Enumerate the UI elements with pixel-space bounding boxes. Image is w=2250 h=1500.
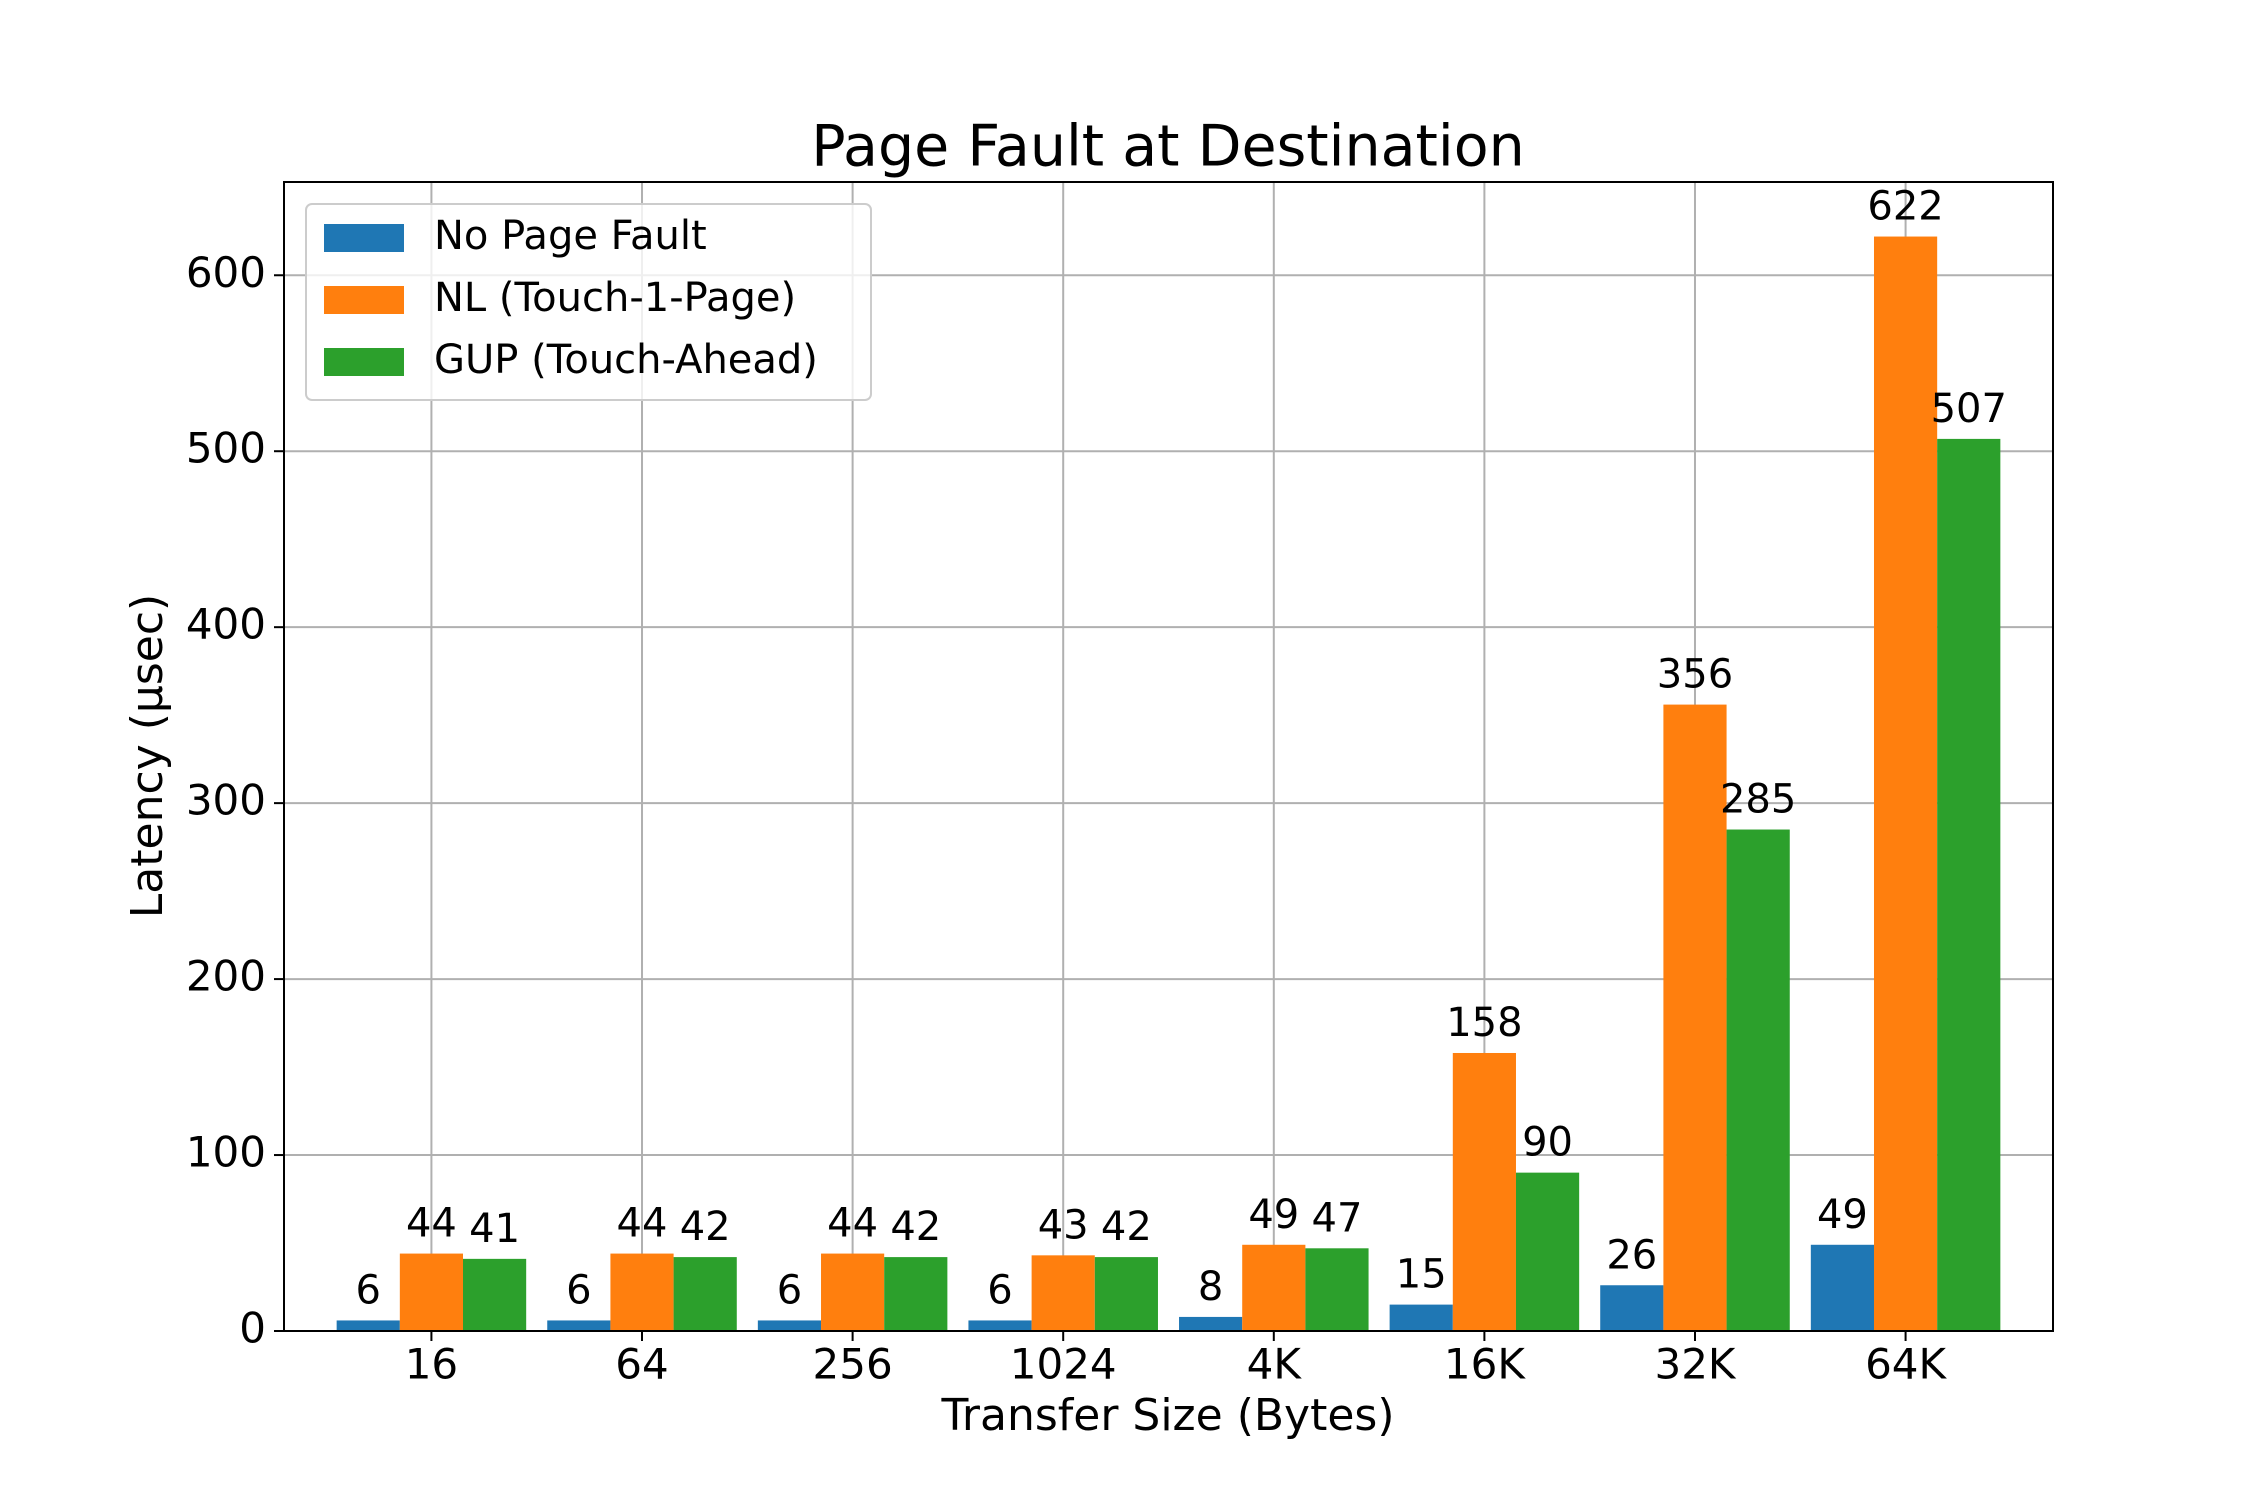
bar [547, 1320, 611, 1331]
bar [1179, 1316, 1243, 1331]
value-label: 42 [680, 1204, 731, 1250]
bar [1452, 1052, 1516, 1331]
legend-label: GUP (Touch-Ahead) [434, 337, 818, 383]
value-label: 90 [1522, 1120, 1573, 1166]
bar [821, 1253, 885, 1331]
bar [968, 1320, 1032, 1331]
bar [463, 1258, 527, 1331]
y-tick-label: 300 [186, 776, 266, 825]
value-label: 6 [356, 1267, 381, 1313]
bar [1389, 1304, 1453, 1331]
bar [1663, 704, 1727, 1331]
bar [1810, 1244, 1874, 1331]
value-label: 44 [406, 1201, 457, 1247]
y-axis-label: Latency (μsec) [122, 594, 173, 918]
bar [1726, 829, 1790, 1331]
value-label: 41 [469, 1206, 520, 1252]
value-label: 622 [1867, 184, 1943, 230]
value-label: 26 [1606, 1232, 1657, 1278]
value-label: 42 [1101, 1204, 1152, 1250]
value-label: 47 [1312, 1195, 1363, 1241]
bar [1873, 236, 1938, 1331]
y-tick-label: 400 [186, 600, 266, 649]
legend-swatch [324, 348, 404, 376]
x-tick-label: 4K [1247, 1340, 1303, 1389]
value-label: 49 [1817, 1192, 1868, 1238]
y-tick-label: 200 [186, 952, 266, 1001]
bar [1242, 1244, 1306, 1331]
legend-swatch [324, 224, 404, 252]
bar [610, 1253, 674, 1331]
bar [1937, 438, 2001, 1331]
x-tick-label: 1024 [1010, 1340, 1117, 1389]
bar [399, 1253, 464, 1331]
y-tick-label: 500 [186, 424, 266, 473]
value-label: 356 [1657, 652, 1733, 698]
legend-box [305, 203, 872, 401]
bar [673, 1257, 737, 1331]
value-label: 44 [827, 1201, 878, 1247]
x-tick-label: 32K [1654, 1340, 1736, 1389]
value-label: 49 [1248, 1192, 1299, 1238]
value-label: 42 [890, 1204, 941, 1250]
x-tick-label: 16K [1444, 1340, 1526, 1389]
y-tick-label: 100 [186, 1128, 266, 1177]
x-axis-label: Transfer Size (Bytes) [940, 1390, 1394, 1441]
value-label: 6 [566, 1267, 591, 1313]
x-tick-label: 16 [405, 1340, 458, 1389]
value-label: 44 [617, 1201, 668, 1247]
value-label: 507 [1931, 386, 2007, 432]
bar [757, 1320, 822, 1331]
y-tick-label: 0 [239, 1304, 266, 1353]
bar [1305, 1248, 1369, 1331]
x-tick-label: 64 [615, 1340, 668, 1389]
legend-label: No Page Fault [434, 213, 707, 259]
plot-frame [283, 181, 2054, 1332]
bar [1031, 1255, 1095, 1331]
value-label: 6 [987, 1267, 1012, 1313]
legend-label: NL (Touch-1-Page) [434, 275, 796, 321]
value-label: 15 [1396, 1252, 1447, 1298]
y-tick-label: 600 [186, 248, 266, 297]
bar [1094, 1257, 1158, 1331]
value-label: 158 [1446, 1000, 1522, 1046]
bar [1515, 1172, 1580, 1331]
value-label: 43 [1038, 1202, 1089, 1248]
bar [884, 1257, 948, 1331]
x-tick-label: 64K [1865, 1340, 1947, 1389]
chart-title: Page Fault at Destination [811, 114, 1525, 180]
value-label: 6 [777, 1267, 802, 1313]
x-tick-label: 256 [813, 1340, 893, 1389]
value-label: 285 [1720, 777, 1796, 823]
bar [336, 1320, 400, 1331]
value-label: 8 [1198, 1264, 1223, 1310]
legend-swatch [324, 286, 404, 314]
bar [1600, 1285, 1664, 1331]
